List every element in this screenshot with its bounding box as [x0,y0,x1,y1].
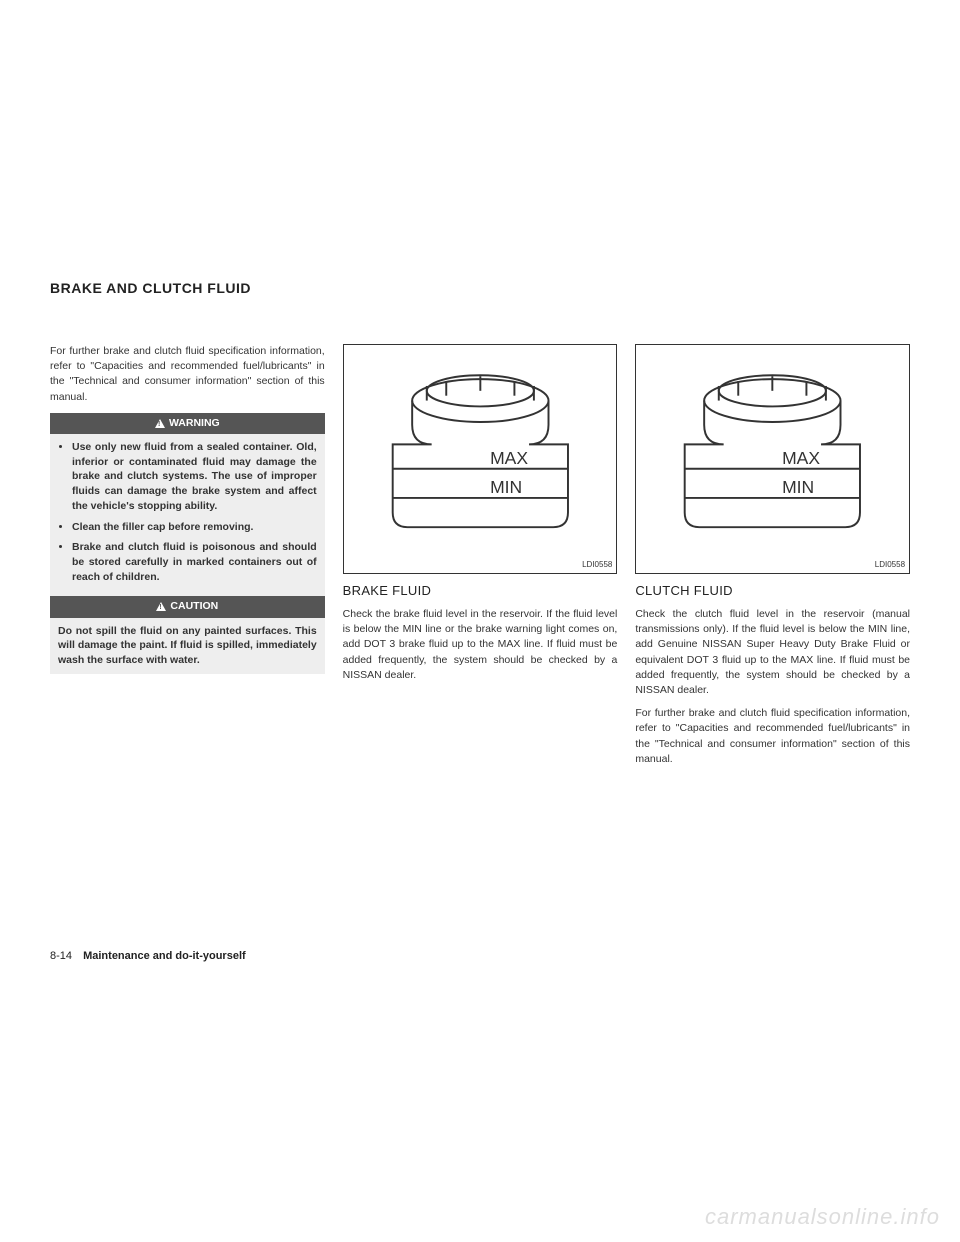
reservoir-icon: MAX MIN [636,345,909,573]
warning-label: WARNING [169,416,220,431]
clutch-fluid-heading: CLUTCH FLUID [635,582,910,601]
intro-paragraph: For further brake and clutch fluid speci… [50,344,325,405]
warning-header: WARNING [50,413,325,434]
page-number: 8-14 [50,950,72,962]
brake-fluid-figure: MAX MIN LDI0558 [343,344,618,574]
warning-item: Clean the filler cap before removing. [72,520,317,535]
warning-item: Use only new fluid from a sealed contain… [72,440,317,513]
caution-label: CAUTION [170,599,218,614]
figure-code: LDI0558 [582,559,612,571]
section-title: BRAKE AND CLUTCH FLUID [50,280,910,296]
reservoir-icon: MAX MIN [344,345,617,573]
warning-body: Use only new fluid from a sealed contain… [50,434,325,596]
caution-icon [156,602,166,611]
caution-header: CAUTION [50,596,325,617]
warning-item: Brake and clutch fluid is poisonous and … [72,540,317,584]
warning-icon [155,419,165,428]
brake-fluid-heading: BRAKE FLUID [343,582,618,601]
watermark: carmanualsonline.info [705,1204,940,1230]
caution-text: Do not spill the fluid on any painted su… [58,625,317,666]
column-middle: MAX MIN LDI0558 BRAKE FLUID Check the br… [343,344,618,775]
min-label: MIN [782,477,814,497]
max-label: MAX [490,448,528,468]
column-left: For further brake and clutch fluid speci… [50,344,325,775]
caution-body: Do not spill the fluid on any painted su… [50,618,325,674]
clutch-fluid-figure: MAX MIN LDI0558 [635,344,910,574]
max-label: MAX [782,448,820,468]
figure-code: LDI0558 [875,559,905,571]
clutch-fluid-p2: For further brake and clutch fluid speci… [635,706,910,767]
content-columns: For further brake and clutch fluid speci… [50,344,910,775]
brake-fluid-text: Check the brake fluid level in the reser… [343,607,618,683]
column-right: MAX MIN LDI0558 CLUTCH FLUID Check the c… [635,344,910,775]
page-footer: 8-14 Maintenance and do-it-yourself [50,950,246,962]
footer-section: Maintenance and do-it-yourself [83,950,246,962]
min-label: MIN [490,477,522,497]
clutch-fluid-p1: Check the clutch fluid level in the rese… [635,607,910,698]
